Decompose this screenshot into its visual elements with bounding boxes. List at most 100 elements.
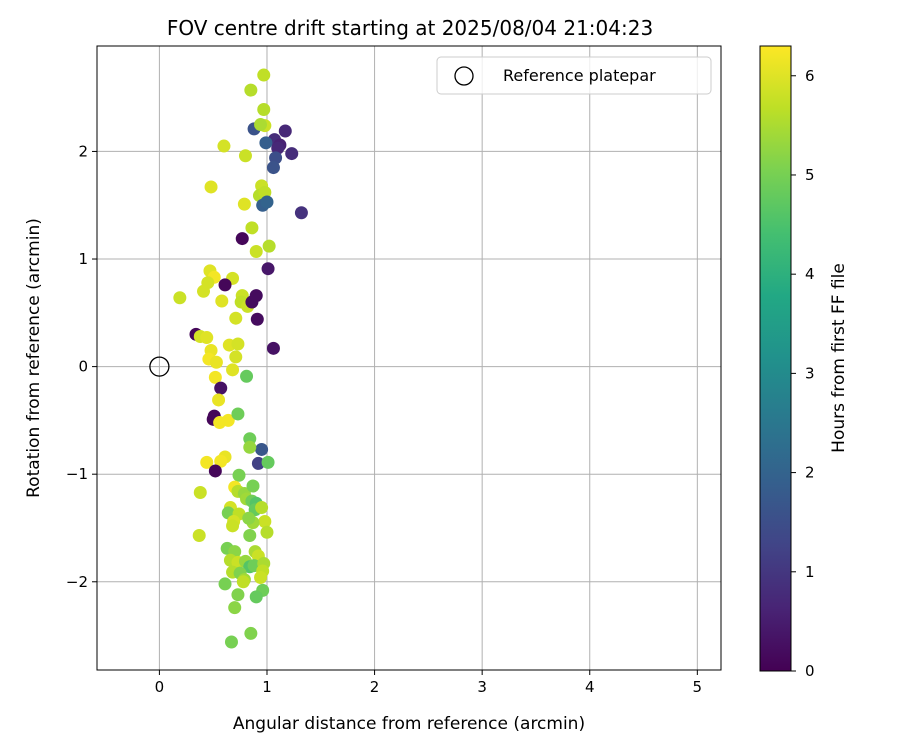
scatter-point [254,118,268,132]
scatter-point [226,363,240,377]
scatter-point [257,68,271,82]
scatter-point [237,197,251,211]
scatter-point [214,381,228,395]
scatter-point [200,455,214,469]
scatter-point [251,456,265,470]
scatter-point [209,355,223,369]
colorbar-tick-label: 5 [805,166,815,184]
scatter-point [197,284,211,298]
scatter-point [231,588,245,602]
scatter-point [250,312,264,326]
scatter-point [261,455,275,469]
scatter-point [244,626,258,640]
scatter-point [249,289,263,303]
scatter-point [245,221,259,235]
scatter-point [231,407,245,421]
scatter-point [218,278,232,292]
scatter-point [249,590,263,604]
x-tick-label: 3 [477,678,487,696]
scatter-point [208,370,222,384]
scatter-point [235,232,249,246]
colorbar-tick-label: 1 [805,563,815,581]
scatter-point [259,136,273,150]
scatter-point [269,151,283,165]
scatter-point [260,195,274,209]
colorbar-tick-label: 3 [805,364,815,382]
colorbar-tick-label: 0 [805,662,815,680]
x-axis-label: Angular distance from reference (arcmin) [233,714,585,734]
scatter-point [266,341,280,355]
y-tick-label: 2 [78,142,88,160]
scatter-point [294,206,308,220]
scatter-points [173,68,308,649]
reference-marker-group [149,356,170,377]
scatter-point [243,440,257,454]
scatter-point [204,180,218,194]
scatter-point [192,529,206,543]
colorbar-label: Hours from first FF file [829,263,849,453]
scatter-point [193,485,207,499]
scatter-point [212,393,226,407]
x-tick-label: 4 [585,678,595,696]
scatter-point [242,511,256,525]
scatter-point [249,244,263,258]
scatter-point [226,519,240,533]
scatter-point [229,350,243,364]
scatter-point [271,141,285,155]
y-tick-label: −1 [66,465,88,483]
colorbar: 0 1 2 3 4 5 6 Hours from first FF file [759,45,849,680]
scatter-point [258,515,272,529]
scatter-point [231,337,245,351]
scatter-point [255,442,269,456]
scatter-point [218,577,232,591]
x-tick-label: 5 [693,678,703,696]
chart-title: FOV centre drift starting at 2025/08/04 … [167,16,653,40]
scatter-point [278,124,292,138]
scatter-point [255,501,269,515]
scatter-point [221,413,235,427]
scatter-point [262,239,276,253]
legend-marker-icon [454,66,474,86]
x-tick-label: 1 [262,678,272,696]
colorbar-tick-label: 2 [805,464,815,482]
reference-marker [149,356,170,377]
scatter-point [240,369,254,383]
y-axis-label: Rotation from reference (arcmin) [24,218,44,498]
legend: Reference platepar [436,56,712,95]
grid-lines [97,46,721,670]
scatter-point [246,479,260,493]
y-tick-label: 0 [78,358,88,376]
x-axis-ticks: 0 1 2 3 4 5 [155,670,702,696]
colorbar-tick-label: 6 [805,67,815,85]
colorbar-tick-label: 4 [805,265,815,283]
scatter-point [214,454,228,468]
scatter-point [260,525,274,539]
y-tick-label: −2 [66,573,88,591]
scatter-point [261,262,275,276]
y-tick-label: 1 [78,250,88,268]
scatter-point [232,468,246,482]
scatter-point [208,464,222,478]
legend-box [436,56,712,95]
colorbar-gradient [759,45,792,672]
scatter-point [229,311,243,325]
scatter-point [217,139,231,153]
scatter-point [228,601,242,615]
colorbar-ticks: 0 1 2 3 4 5 6 [791,67,815,680]
scatter-point [243,529,257,543]
scatter-point [244,83,258,97]
scatter-point [215,294,229,308]
plot-frame [96,45,722,671]
plot-area: 0 1 2 3 4 5 −2 −1 0 1 2 [66,45,722,696]
x-tick-label: 0 [155,678,165,696]
scatter-point [238,149,252,163]
scatter-point [200,331,214,345]
scatter-point [173,291,187,305]
scatter-point [258,185,272,199]
x-tick-label: 2 [370,678,380,696]
scatter-point [254,570,268,584]
scatter-point [266,161,280,175]
scatter-point [224,635,238,649]
